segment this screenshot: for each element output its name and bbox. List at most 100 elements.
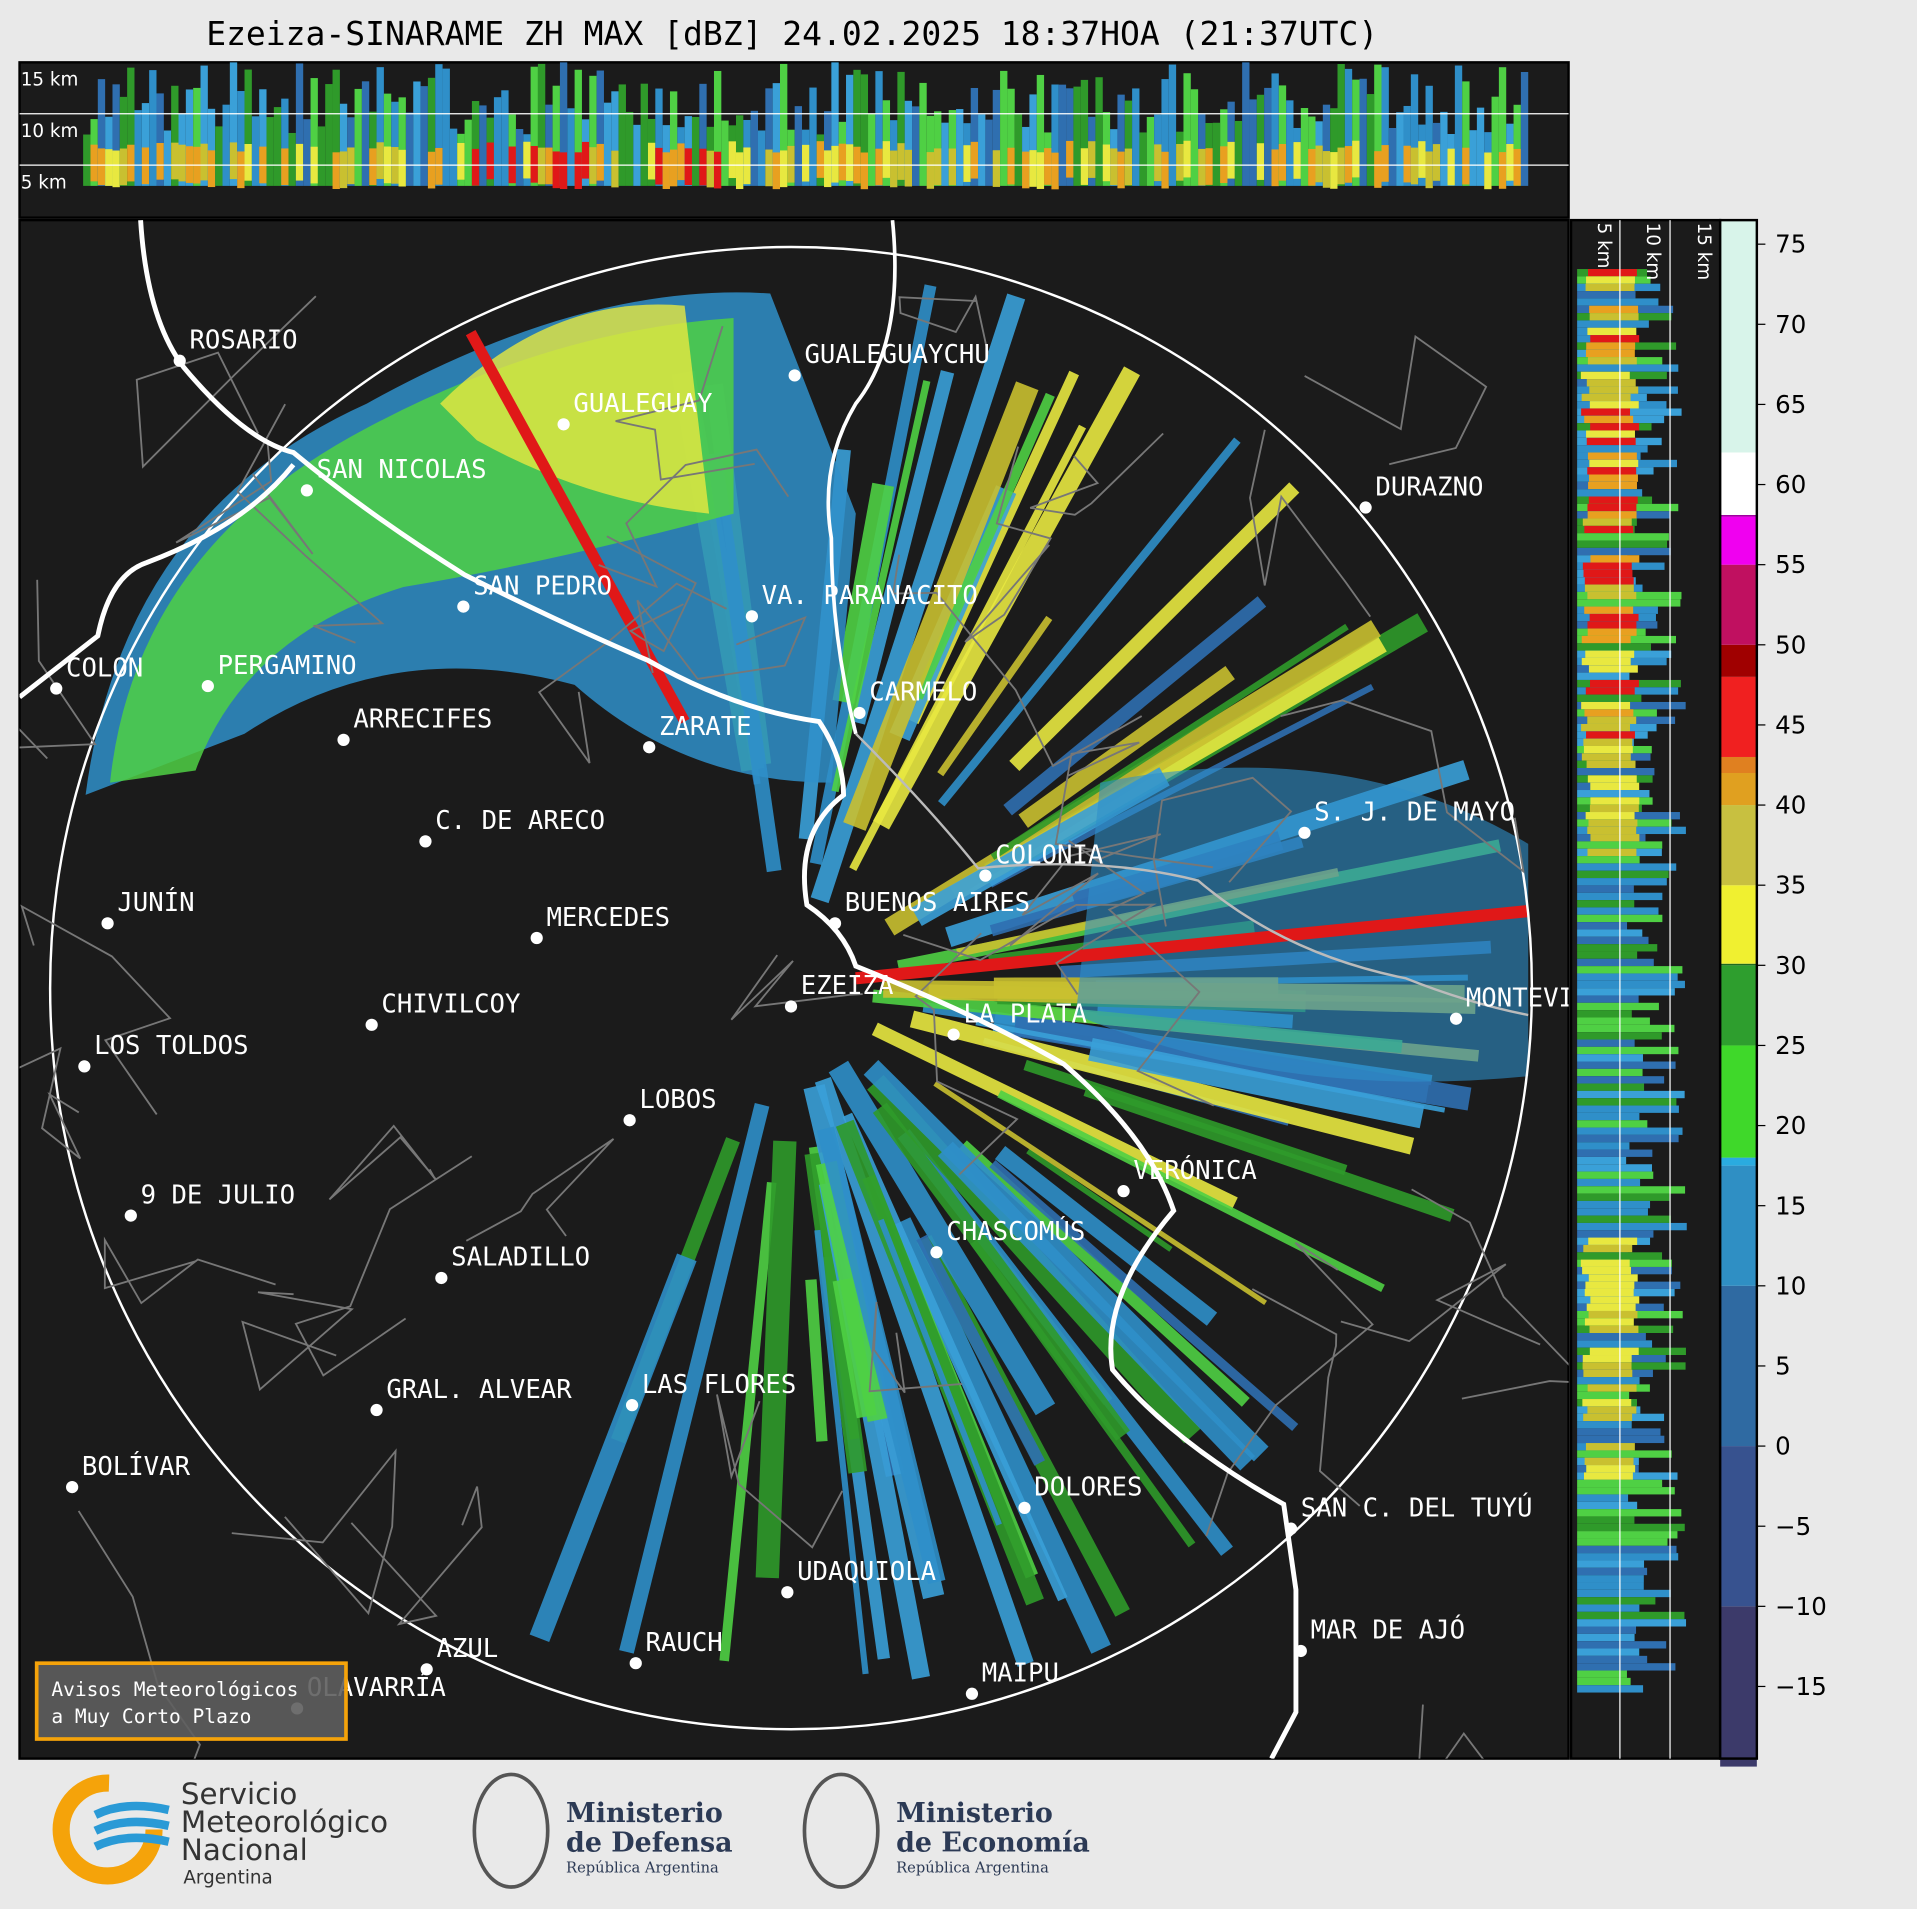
- echo: [1440, 111, 1448, 186]
- echo: [1058, 84, 1067, 186]
- echo: [926, 115, 935, 186]
- colorbar-band: [1720, 773, 1757, 806]
- echo: [288, 132, 296, 186]
- echo: [846, 144, 854, 181]
- echo: [1589, 305, 1639, 314]
- notice-text[interactable]: a Muy Corto Plazo: [51, 1705, 251, 1728]
- colorbar-band: [1720, 1165, 1757, 1286]
- echo: [1095, 77, 1103, 186]
- echo: [1577, 1545, 1677, 1554]
- echo: [530, 66, 538, 186]
- echo: [317, 126, 326, 186]
- echo: [897, 143, 905, 180]
- echo: [1589, 313, 1639, 321]
- logo-text: Nacional: [181, 1833, 308, 1867]
- echo: [530, 145, 538, 183]
- echo: [134, 110, 142, 186]
- echo: [1581, 657, 1631, 666]
- colorbar-band: [1720, 1606, 1757, 1767]
- notice-box[interactable]: [34, 1661, 348, 1741]
- echo: [1418, 141, 1426, 178]
- city-dot: [781, 1586, 794, 1599]
- echo: [1585, 349, 1635, 358]
- echo: [1577, 1112, 1640, 1121]
- echo: [1366, 94, 1375, 186]
- echo: [765, 88, 773, 186]
- echo: [1454, 65, 1463, 186]
- echo: [1588, 819, 1638, 827]
- echo: [860, 152, 869, 190]
- echo: [1577, 1046, 1679, 1055]
- echo: [787, 145, 795, 183]
- echo: [1577, 298, 1659, 306]
- echo: [843, 381, 1039, 831]
- echo: [970, 87, 979, 186]
- echo: [1589, 1347, 1639, 1356]
- echo: [691, 116, 700, 186]
- echo: [449, 128, 458, 186]
- echo: [1577, 1171, 1654, 1179]
- echo: [1582, 518, 1632, 526]
- echo: [1264, 87, 1272, 186]
- colorbar-label: 55: [1775, 550, 1806, 579]
- echo: [1242, 62, 1250, 186]
- echo: [832, 482, 895, 704]
- echo: [1154, 144, 1162, 182]
- echo: [237, 91, 245, 186]
- boundary: [236, 403, 385, 644]
- echo: [1577, 1677, 1631, 1686]
- echo: [1117, 151, 1125, 189]
- map-content: ROSARIO GUALEGUAYCHU GUALEGUAY SAN NICOLAS D…: [19, 220, 1569, 1759]
- echo: [699, 148, 707, 186]
- echo: [1577, 944, 1658, 952]
- echo: [916, 1234, 1045, 1466]
- echo: [757, 130, 766, 186]
- echo: [1462, 147, 1470, 185]
- boundary: [716, 1394, 844, 1549]
- colorbar-band: [1720, 220, 1757, 453]
- echo: [464, 119, 472, 186]
- echo: [97, 79, 106, 186]
- echo: [427, 151, 436, 189]
- echo: [1124, 100, 1133, 186]
- echo: [805, 1279, 828, 1442]
- echo: [625, 111, 634, 186]
- colorbar-label: −15: [1775, 1672, 1827, 1701]
- city-label: SAN NICOLAS: [317, 455, 487, 485]
- echo: [361, 81, 370, 186]
- echo: [941, 122, 949, 186]
- echo: [1577, 533, 1669, 541]
- echo: [1577, 1538, 1668, 1546]
- echo: [872, 1102, 1130, 1441]
- echo: [1577, 1002, 1659, 1011]
- boundary: [19, 1046, 82, 1160]
- boundary: [891, 554, 1143, 768]
- echo: [1352, 140, 1360, 178]
- echo: [1080, 79, 1089, 186]
- echo: [1469, 130, 1477, 186]
- echo: [1577, 1098, 1677, 1106]
- echo: [1168, 64, 1177, 186]
- city-dot: [1298, 826, 1311, 839]
- colorbar-band: [1720, 564, 1757, 645]
- echo: [655, 147, 663, 185]
- echo: [1587, 628, 1637, 636]
- echo: [1589, 613, 1639, 622]
- city-dot: [457, 600, 470, 613]
- height-label: 10 km: [1642, 223, 1663, 281]
- echo: [853, 69, 861, 186]
- echo: [897, 71, 905, 186]
- colorbar-label: 75: [1775, 230, 1806, 259]
- echo: [655, 88, 663, 186]
- notice-text[interactable]: Avisos Meteorológicos: [51, 1678, 298, 1701]
- echo: [1124, 148, 1133, 186]
- echo: [1577, 1670, 1627, 1678]
- colorbar-band: [1720, 516, 1757, 565]
- echo: [1432, 144, 1441, 181]
- echo: [735, 115, 744, 186]
- echo: [1582, 562, 1632, 570]
- echo: [1582, 1362, 1632, 1370]
- city-label: VA. PARANACITO: [762, 581, 978, 611]
- colorbar-label: −5: [1775, 1512, 1811, 1541]
